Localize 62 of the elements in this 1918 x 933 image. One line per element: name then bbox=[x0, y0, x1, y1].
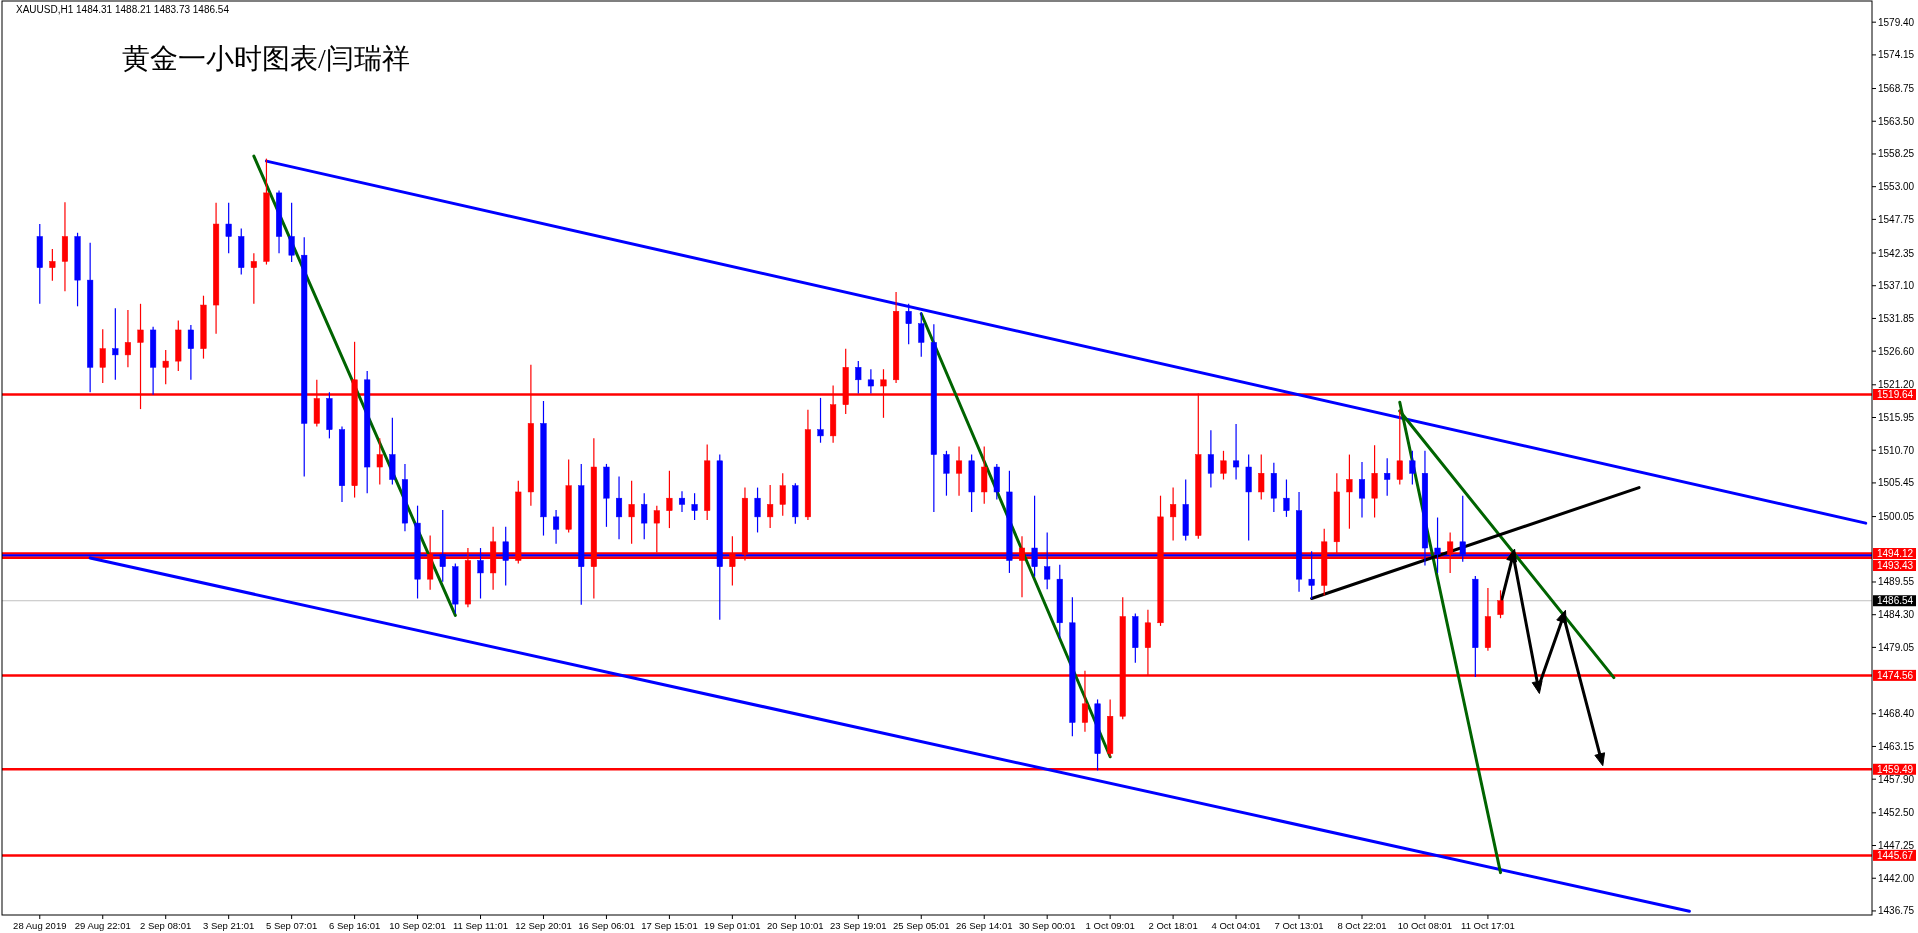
x-tick-label: 30 Sep 00:01 bbox=[1018, 920, 1076, 931]
y-tick-label: 1553.00 bbox=[1878, 181, 1915, 193]
x-tick-label: 5 Sep 07:01 bbox=[266, 920, 318, 931]
x-tick-label: 6 Sep 16:01 bbox=[328, 920, 381, 931]
x-tick-label: 2 Sep 08:01 bbox=[140, 920, 192, 931]
y-tick-label: 1442.00 bbox=[1878, 872, 1915, 884]
y-tick-label: 1521.20 bbox=[1878, 379, 1915, 391]
ref-label: 1445.67 bbox=[1873, 849, 1916, 861]
x-tick-label: 11 Sep 11:01 bbox=[452, 920, 509, 931]
y-tick-label: 1526.60 bbox=[1878, 345, 1915, 357]
x-tick-label: 17 Sep 15:01 bbox=[641, 920, 698, 931]
x-tick-label: 19 Sep 01:01 bbox=[704, 920, 761, 931]
x-tick-label: 1 Oct 09:01 bbox=[1085, 920, 1135, 931]
x-tick-label: 10 Oct 08:01 bbox=[1397, 920, 1453, 931]
x-tick-label: 3 Sep 21:01 bbox=[203, 920, 255, 931]
ref-label: 1459.49 bbox=[1873, 763, 1916, 775]
x-tick-label: 7 Oct 13:01 bbox=[1274, 920, 1324, 931]
ref-label: 1486.54 bbox=[1873, 595, 1916, 607]
y-tick-label: 1558.25 bbox=[1878, 148, 1915, 160]
y-tick-label: 1542.35 bbox=[1878, 247, 1915, 259]
x-tick-label: 29 Aug 22:01 bbox=[74, 920, 131, 931]
ref-line-label: 1493.43 bbox=[1877, 560, 1914, 572]
ref-label: 1519.64 bbox=[1873, 389, 1916, 400]
ref-label: 1493.43 bbox=[1873, 560, 1916, 571]
x-tick-label: 11 Oct 17:01 bbox=[1461, 920, 1515, 931]
y-tick-label: 1574.15 bbox=[1878, 49, 1915, 61]
y-tick-label: 1452.50 bbox=[1878, 807, 1915, 819]
x-tick-label: 16 Sep 06:01 bbox=[578, 920, 635, 931]
x-tick-label: 20 Sep 10:01 bbox=[767, 920, 824, 931]
x-tick-label: 28 Aug 2019 bbox=[13, 920, 67, 931]
y-tick-label: 1510.70 bbox=[1878, 444, 1915, 456]
y-tick-label: 1447.25 bbox=[1878, 840, 1915, 852]
y-tick-label: 1568.75 bbox=[1878, 83, 1915, 95]
annotation: XAUUSD,H1 1484.31 1488.21 1483.73 1486.54 bbox=[16, 4, 230, 15]
x-tick-label: 4 Oct 04:01 bbox=[1211, 920, 1261, 931]
ref-line-label: 1519.64 bbox=[1877, 389, 1914, 401]
y-tick-label: 1537.10 bbox=[1878, 280, 1915, 292]
x-tick-label: 2 Oct 18:01 bbox=[1148, 920, 1198, 931]
y-tick-label: 1436.75 bbox=[1878, 905, 1915, 917]
x-tick-label: 26 Sep 14:01 bbox=[955, 920, 1013, 931]
y-tick-label: 1579.40 bbox=[1878, 16, 1915, 28]
ref-label: 1474.56 bbox=[1873, 669, 1916, 681]
y-tick-label: 1500.05 bbox=[1878, 511, 1915, 523]
y-tick-label: 1484.30 bbox=[1878, 609, 1915, 621]
y-tick-label: 1547.75 bbox=[1878, 213, 1915, 225]
y-tick-label: 1457.90 bbox=[1878, 773, 1915, 785]
y-tick-label: 1563.50 bbox=[1878, 115, 1915, 127]
x-tick-label: 12 Sep 20:01 bbox=[515, 920, 572, 931]
y-tick-label: 1468.40 bbox=[1878, 708, 1915, 720]
ref-line-label: 1494.12 bbox=[1877, 548, 1914, 560]
y-tick-label: 1463.15 bbox=[1878, 740, 1915, 752]
x-tick-label: 23 Sep 19:01 bbox=[830, 920, 887, 931]
x-tick-label: 8 Oct 22:01 bbox=[1337, 920, 1387, 931]
text: 黄金一小时图表/闫瑞祥 bbox=[122, 43, 410, 74]
y-tick-label: 1489.55 bbox=[1878, 576, 1915, 588]
y-tick-label: 1515.95 bbox=[1878, 412, 1915, 423]
y-tick-label: 1531.85 bbox=[1878, 312, 1915, 324]
x-tick-label: 25 Sep 05:01 bbox=[892, 920, 950, 931]
y-tick-label: 1505.45 bbox=[1878, 477, 1915, 489]
y-tick-label: 1479.05 bbox=[1878, 641, 1915, 653]
ref-label: 1494.12 bbox=[1873, 548, 1916, 559]
x-tick-label: 10 Sep 02:01 bbox=[389, 920, 446, 931]
